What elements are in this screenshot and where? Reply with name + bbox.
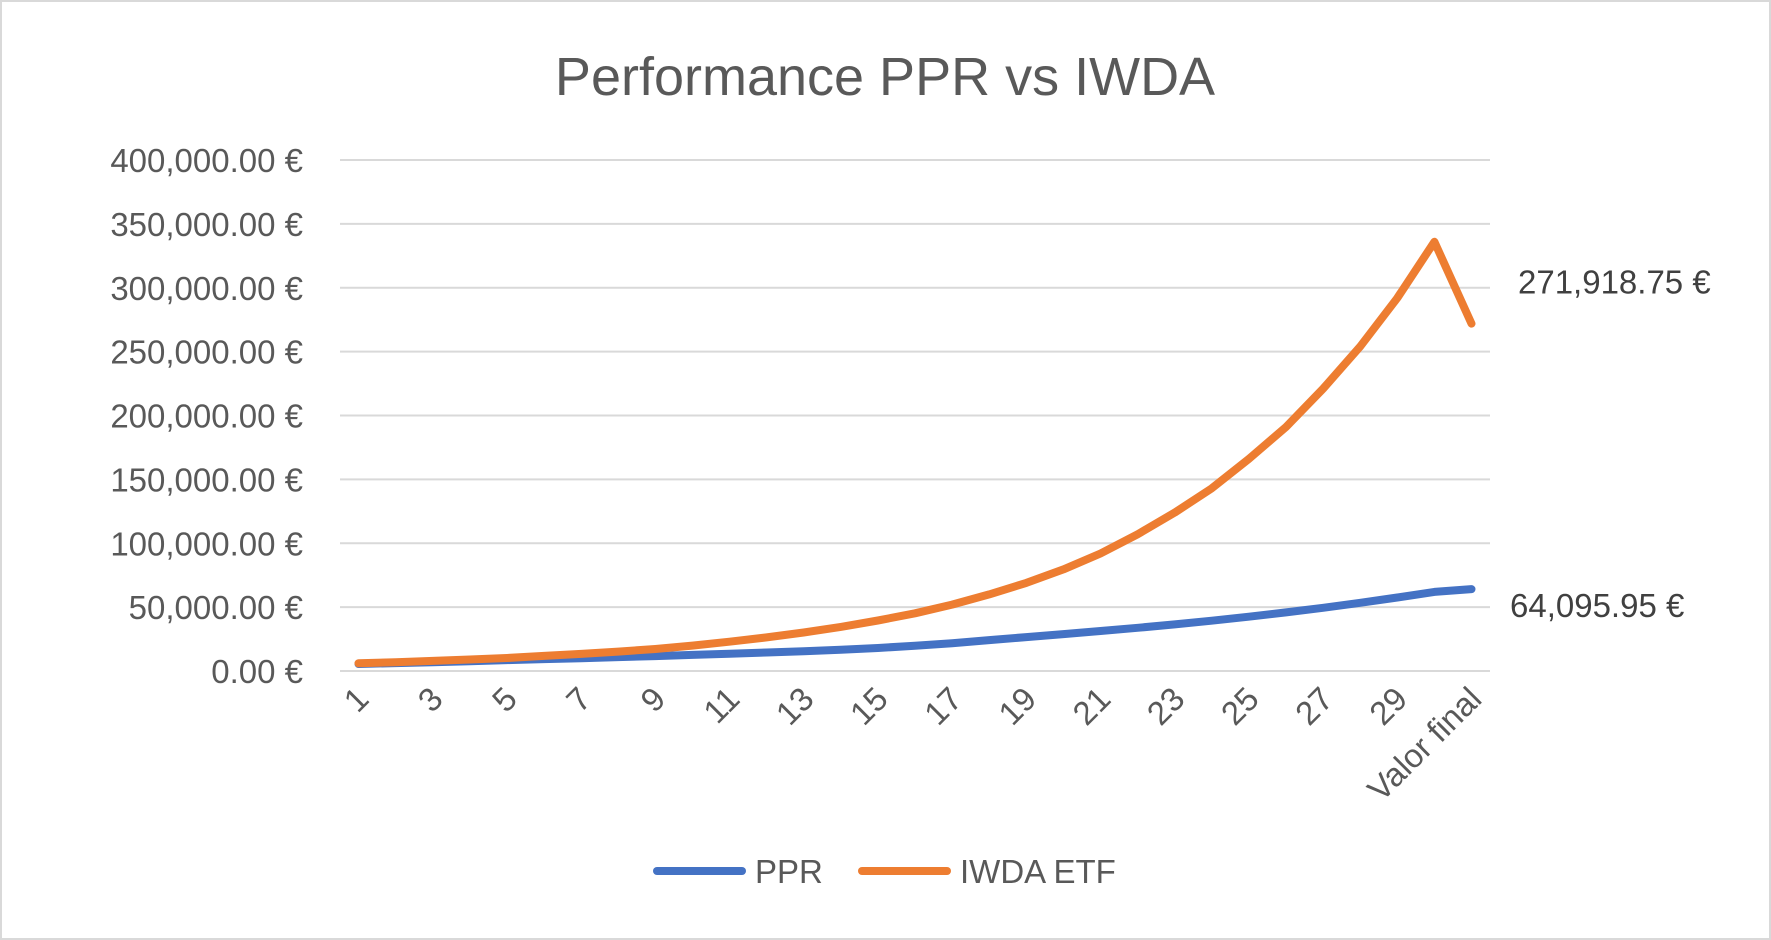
legend-label: PPR xyxy=(755,853,823,890)
y-tick-label: 100,000.00 € xyxy=(110,525,303,562)
x-tick-label: 3 xyxy=(411,680,450,719)
series-lines xyxy=(354,237,1476,668)
chart-title: Performance PPR vs IWDA xyxy=(555,47,1215,107)
series-line-ppr xyxy=(354,585,1476,668)
y-tick-label: 300,000.00 € xyxy=(110,270,303,307)
gridlines xyxy=(340,159,1490,672)
x-tick-label: 17 xyxy=(917,680,969,732)
x-tick-label: 21 xyxy=(1065,680,1117,732)
x-tick-label: 23 xyxy=(1140,680,1192,732)
y-tick-label: 150,000.00 € xyxy=(110,461,303,498)
data-labels: 64,095.95 € 271,918.75 € xyxy=(1510,264,1711,624)
x-tick-label: 15 xyxy=(843,680,895,732)
y-tick-label: 200,000.00 € xyxy=(110,398,303,435)
y-tick-label: 50,000.00 € xyxy=(129,589,303,626)
x-tick-label: 5 xyxy=(485,680,524,719)
data-label-final: 271,918.75 € xyxy=(1518,264,1711,301)
y-axis-ticks: 0.00 € 50,000.00 € 100,000.00 € 150,000.00 … xyxy=(110,142,303,690)
x-tick-label: 29 xyxy=(1362,680,1414,732)
y-tick-label: 400,000.00 € xyxy=(110,142,303,179)
legend: PPR IWDA ETF xyxy=(653,853,1116,890)
x-tick-label: 19 xyxy=(991,680,1043,732)
series-line-iwda-etf xyxy=(354,237,1476,668)
data-label-final: 64,095.95 € xyxy=(1510,587,1684,624)
y-tick-label: 350,000.00 € xyxy=(110,206,303,243)
x-tick-label: 1 xyxy=(336,680,375,719)
legend-label: IWDA ETF xyxy=(960,853,1116,890)
x-tick-label: 11 xyxy=(696,680,746,730)
x-tick-label: 25 xyxy=(1214,680,1266,732)
y-tick-label: 250,000.00 € xyxy=(110,334,303,371)
x-tick-label: 27 xyxy=(1288,680,1340,732)
x-tick-label: 7 xyxy=(559,680,598,719)
x-tick-label: 13 xyxy=(769,680,821,732)
x-tick-label: 9 xyxy=(633,680,672,719)
y-tick-label: 0.00 € xyxy=(211,653,303,690)
